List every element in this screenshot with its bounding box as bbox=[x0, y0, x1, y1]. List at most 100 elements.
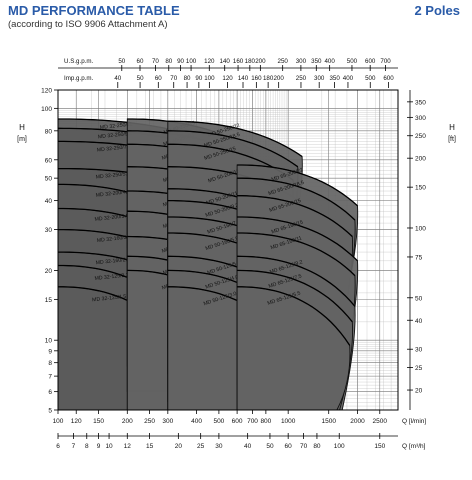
tick-label-usgpm: 180 bbox=[245, 58, 256, 65]
pump-curve-line bbox=[237, 177, 356, 221]
tick-label-m3h: 70 bbox=[300, 443, 308, 450]
curve-label: MD 32-200/3.0 bbox=[94, 213, 129, 223]
curve-label: MD 32-250/9.2 bbox=[98, 131, 133, 141]
tick-label-m3h: 25 bbox=[197, 443, 205, 450]
tick-label-ft: 150 bbox=[415, 185, 426, 192]
tick-label-impgpm: 400 bbox=[343, 75, 354, 82]
tick-label-m3h: 20 bbox=[175, 443, 183, 450]
tick-label-m: 7 bbox=[48, 374, 52, 381]
pump-curve-line bbox=[237, 164, 358, 207]
tick-label-usgpm: 140 bbox=[220, 58, 231, 65]
tick-label-lpm: 600 bbox=[232, 418, 243, 425]
pump-curve-line bbox=[237, 255, 356, 307]
tick-label-impgpm: 140 bbox=[238, 75, 249, 82]
tick-label-ft: 200 bbox=[415, 156, 426, 163]
tick-label-lpm: 300 bbox=[162, 418, 173, 425]
tick-label-usgpm: 120 bbox=[204, 58, 215, 65]
tick-label-impgpm: 100 bbox=[204, 75, 215, 82]
tick-label-ft: 75 bbox=[415, 254, 423, 261]
poles-label: 2 Poles bbox=[414, 3, 460, 18]
axis-label-h: H bbox=[19, 123, 25, 132]
tick-label-m: 20 bbox=[45, 268, 53, 275]
tick-label-m: 9 bbox=[48, 348, 52, 355]
tick-label-ft: 350 bbox=[415, 99, 426, 106]
tick-label-usgpm: 700 bbox=[380, 58, 391, 65]
tick-label-m3h: 8 bbox=[85, 443, 89, 450]
tick-label-lpm: 500 bbox=[213, 418, 224, 425]
page-title: MD PERFORMANCE TABLE bbox=[8, 3, 180, 18]
tick-label-lpm: 2500 bbox=[373, 418, 388, 425]
tick-label-ft: 30 bbox=[415, 347, 423, 354]
tick-label-impgpm: 60 bbox=[155, 75, 162, 82]
tick-label-m3h: 10 bbox=[105, 443, 113, 450]
axis-label-m3h: Q [m³/h] bbox=[402, 443, 426, 450]
tick-label-m3h: 30 bbox=[215, 443, 223, 450]
curve-label: MD 32-160/3.0 bbox=[97, 234, 132, 244]
curve-label: MD 32-125/2.2 bbox=[94, 272, 129, 282]
tick-label-m3h: 9 bbox=[97, 443, 101, 450]
pump-curve-line bbox=[237, 232, 356, 277]
tick-label-m: 60 bbox=[45, 157, 53, 164]
pump-curve-line bbox=[237, 269, 353, 323]
tick-label-usgpm: 300 bbox=[296, 58, 307, 65]
tick-label-lpm: 800 bbox=[260, 418, 271, 425]
curve-label: MD 32-250/5.5 bbox=[95, 171, 130, 181]
axis-label-m-unit: [m] bbox=[17, 136, 27, 143]
tick-label-ft: 25 bbox=[415, 365, 423, 372]
tick-label-impgpm: 250 bbox=[296, 75, 307, 82]
tick-label-impgpm: 80 bbox=[184, 75, 191, 82]
tick-label-ft: 250 bbox=[415, 133, 426, 140]
tick-label-impgpm: 500 bbox=[365, 75, 376, 82]
tick-label-m: 120 bbox=[41, 88, 52, 95]
tick-label-usgpm: 500 bbox=[347, 58, 358, 65]
tick-label-m: 6 bbox=[48, 389, 52, 396]
tick-label-m3h: 7 bbox=[72, 443, 76, 450]
tick-label-usgpm: 200 bbox=[255, 58, 266, 65]
tick-label-lpm: 120 bbox=[71, 418, 82, 425]
tick-label-m: 40 bbox=[45, 198, 53, 205]
tick-label-m3h: 80 bbox=[313, 443, 321, 450]
tick-label-ft: 50 bbox=[415, 295, 423, 302]
tick-label-impgpm: 50 bbox=[137, 75, 144, 82]
tick-label-ft: 20 bbox=[415, 388, 423, 395]
curve-label: MD 32-125/1.5 bbox=[92, 294, 127, 304]
tick-label-usgpm: 70 bbox=[152, 58, 159, 65]
tick-label-lpm: 400 bbox=[191, 418, 202, 425]
tick-label-impgpm: 300 bbox=[314, 75, 325, 82]
tick-label-lpm: 250 bbox=[144, 418, 155, 425]
tick-label-usgpm: 350 bbox=[311, 58, 322, 65]
tick-label-lpm: 700 bbox=[247, 418, 258, 425]
curve-label: MD 32-250/7.5 bbox=[97, 144, 132, 154]
tick-label-usgpm: 90 bbox=[177, 58, 184, 65]
tick-label-lpm: 100 bbox=[53, 418, 64, 425]
axis-label-lpm: Q [l/min] bbox=[402, 418, 426, 425]
tick-label-usgpm: 80 bbox=[165, 58, 172, 65]
tick-label-usgpm: 50 bbox=[118, 58, 125, 65]
tick-label-m3h: 15 bbox=[146, 443, 154, 450]
tick-label-m: 100 bbox=[41, 106, 52, 113]
chart-axes: 100 120 150 200 250 300 400 500 600 700 800 1000 150… bbox=[17, 58, 456, 450]
tick-label-lpm: 2000 bbox=[350, 418, 365, 425]
tick-label-lpm: 150 bbox=[93, 418, 104, 425]
tick-label-impgpm: 200 bbox=[273, 75, 284, 82]
tick-label-m3h: 60 bbox=[285, 443, 293, 450]
curve-label: MD 32-200/4.0 bbox=[95, 189, 130, 199]
pump-curve-line bbox=[237, 286, 351, 346]
tick-label-impgpm: 70 bbox=[170, 75, 177, 82]
pump-curve-line bbox=[167, 120, 303, 158]
tick-label-ft: 300 bbox=[415, 115, 426, 122]
curve-label: MD 32-160/2.2 bbox=[95, 257, 130, 267]
axis-label-usgpm: U.S.g.p.m. bbox=[64, 58, 94, 65]
tick-label-impgpm: 600 bbox=[383, 75, 394, 82]
axis-label-impgpm: Imp.g.p.m. bbox=[64, 75, 94, 82]
tick-label-m3h: 40 bbox=[244, 443, 252, 450]
tick-label-m: 8 bbox=[48, 360, 52, 367]
tick-label-m: 30 bbox=[45, 227, 53, 234]
tick-label-impgpm: 180 bbox=[263, 75, 274, 82]
tick-label-m: 15 bbox=[45, 297, 53, 304]
tick-label-usgpm: 100 bbox=[186, 58, 197, 65]
tick-label-m3h: 12 bbox=[124, 443, 132, 450]
tick-label-usgpm: 400 bbox=[324, 58, 335, 65]
